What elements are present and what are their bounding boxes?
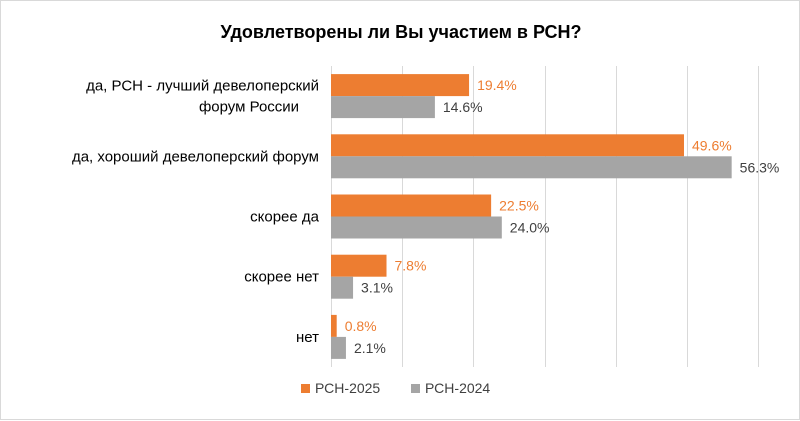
bars (331, 74, 732, 359)
data-label: 24.0% (510, 220, 550, 236)
bar-rsn-2024 (331, 276, 354, 299)
data-label: 0.8% (345, 318, 377, 334)
bar-rsn-2025 (331, 74, 470, 97)
category-label: нет (296, 329, 319, 346)
legend-label: РСН-2024 (425, 380, 490, 396)
legend-swatch (301, 384, 310, 393)
bar-rsn-2024 (331, 216, 502, 239)
data-label: 56.3% (740, 159, 780, 175)
bar-rsn-2024 (331, 156, 732, 179)
bar-rsn-2025 (331, 134, 684, 157)
legend-label: РСН-2025 (315, 380, 380, 396)
category-label: да, хороший девелоперский форум (72, 148, 319, 165)
data-label: 49.6% (692, 137, 732, 153)
bar-rsn-2024 (331, 96, 435, 119)
chart-title: Удовлетворены ли Вы участием в РСН? (220, 22, 581, 42)
legend-swatch (411, 384, 420, 393)
data-label: 22.5% (499, 198, 539, 214)
data-label: 7.8% (395, 258, 427, 274)
category-labels: да, РСН - лучший девелоперский форум Росс… (72, 78, 320, 346)
category-label: скорее да (250, 209, 320, 226)
category-label: да, РСН - лучший девелоперский форум Росс… (86, 78, 319, 116)
data-labels: 19.4% 14.6% 49.6% 56.3% 22.5% 24.0% 7.8%3.1% 0.… (345, 77, 780, 356)
data-label: 2.1% (354, 340, 386, 356)
legend: РСН-2025 РСН-2024 (301, 380, 490, 396)
data-label: 19.4% (477, 77, 517, 93)
data-label: 14.6% (443, 99, 483, 115)
bar-rsn-2025 (331, 254, 387, 277)
category-label: скорее нет (244, 269, 319, 286)
bar-rsn-2024 (331, 336, 346, 359)
bar-rsn-2025 (331, 194, 492, 217)
data-label: 3.1% (361, 280, 393, 296)
bar-rsn-2025 (331, 314, 337, 337)
